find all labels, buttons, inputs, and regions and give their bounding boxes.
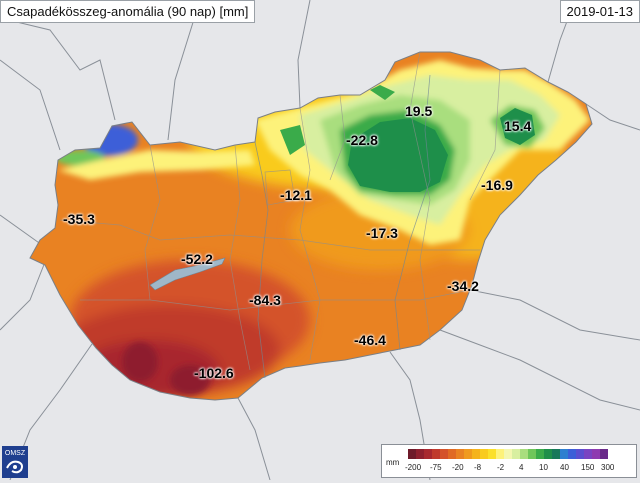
legend-tick: -200 [405,463,421,472]
legend-swatch [408,449,416,459]
map-title: Csapadékösszeg-anomália (90 nap) [mm] [0,0,255,23]
logo-text: OMSZ [5,450,26,457]
legend-swatch [560,449,568,459]
legend-tick: -8 [474,463,481,472]
legend-swatch [592,449,600,459]
legend-swatch [424,449,432,459]
legend-swatch [528,449,536,459]
date-badge: 2019-01-13 [560,0,640,23]
legend-swatch [504,449,512,459]
legend-swatch [520,449,528,459]
legend-tick: -75 [430,463,442,472]
color-legend: mm -200 -75 -20 -8 -2 4 10 40 150 300 [381,444,637,478]
legend-tick: -20 [452,463,464,472]
legend-ticks: -200 -75 -20 -8 -2 4 10 40 150 300 [382,463,636,475]
anomaly-value: 19.5 [405,103,432,119]
legend-tick: 4 [519,463,523,472]
legend-tick: 150 [581,463,594,472]
legend-tick: -2 [497,463,504,472]
legend-swatch [440,449,448,459]
legend-swatch [464,449,472,459]
legend-swatch [416,449,424,459]
legend-swatch [432,449,440,459]
legend-swatch [456,449,464,459]
legend-swatch [536,449,544,459]
legend-swatch [552,449,560,459]
legend-tick: 10 [539,463,548,472]
anomaly-value: -52.2 [181,251,213,267]
anomaly-value: -34.2 [447,278,479,294]
anomaly-value: -102.6 [194,365,234,381]
anomaly-value: 15.4 [504,118,531,134]
anomaly-value: -35.3 [63,211,95,227]
legend-color-bar [408,449,608,459]
legend-tick: 300 [601,463,614,472]
legend-swatch [544,449,552,459]
legend-swatch [576,449,584,459]
legend-swatch [448,449,456,459]
anomaly-value: -84.3 [249,292,281,308]
anomaly-value: -22.8 [346,132,378,148]
legend-swatch [480,449,488,459]
omsz-logo-icon: OMSZ [2,446,28,478]
anomaly-value: -12.1 [280,187,312,203]
anomaly-value: -46.4 [354,332,386,348]
legend-swatch [584,449,592,459]
anomaly-value: -16.9 [481,177,513,193]
legend-swatch [568,449,576,459]
legend-tick: 40 [560,463,569,472]
legend-swatch [488,449,496,459]
legend-swatch [472,449,480,459]
anomaly-value: -17.3 [366,225,398,241]
legend-swatch [600,449,608,459]
legend-swatch [496,449,504,459]
legend-swatch [512,449,520,459]
